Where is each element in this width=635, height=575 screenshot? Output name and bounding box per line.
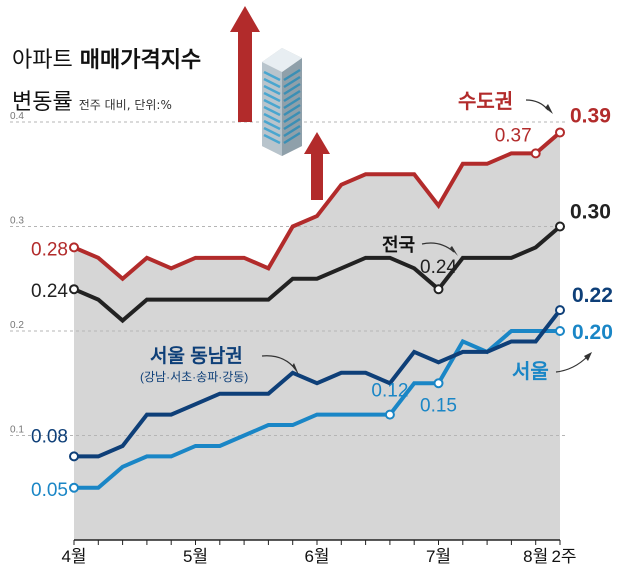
marker-point <box>555 305 565 316</box>
data-label: 0.28 <box>31 239 68 260</box>
building-window-row <box>263 77 281 89</box>
data-label: 0.12 <box>371 381 408 402</box>
building-window-row <box>263 112 281 124</box>
x-tick-label: 7월 <box>426 547 451 566</box>
building-window-row <box>263 105 281 117</box>
building-window-row <box>283 89 301 103</box>
y-tick-label: 0.3 <box>10 216 24 227</box>
building-window-row <box>283 131 301 145</box>
building-illustration <box>230 6 330 200</box>
series-name-capital: 수도권 <box>458 90 513 113</box>
data-label: 0.15 <box>420 395 457 416</box>
series-subname-gangnam: (강남·서초·송파·강동) <box>140 370 248 384</box>
data-label: 0.37 <box>495 125 532 146</box>
building-window-row <box>263 119 281 131</box>
marker-point <box>555 221 565 232</box>
data-label: 0.24 <box>420 257 457 278</box>
data-label: 0.22 <box>572 284 613 307</box>
marker-point <box>69 482 79 493</box>
annotation-arrow-icon <box>555 355 589 373</box>
arrowhead-icon <box>545 104 553 114</box>
arrow-up-icon <box>304 132 330 154</box>
y-tick-label: 0.4 <box>10 111 24 122</box>
x-tick-label: 4월 <box>61 547 86 566</box>
series-line-seoul <box>74 329 560 490</box>
unit-label: 전주 대비, 단위:% <box>78 98 172 112</box>
x-tick-label: 5월 <box>183 547 208 566</box>
building-window-row <box>283 110 301 124</box>
chart-title: 아파트 매매가격지수 <box>12 42 201 74</box>
series-line-national <box>73 224 562 324</box>
building-window-row <box>283 75 301 89</box>
series-name-gangnam: 서울 동남권 <box>150 345 243 367</box>
series-layer <box>73 130 562 490</box>
marker-point <box>530 148 541 159</box>
building-window-row <box>263 98 281 110</box>
area-fill <box>74 132 560 540</box>
marker-point <box>69 284 79 295</box>
arrow-up-icon <box>238 30 252 122</box>
axis-layer: 4월 5월 6월 7월 8월 2주 <box>61 539 577 566</box>
marker-point <box>433 378 444 389</box>
chart-subtitle: 변동률 전주 대비, 단위:% <box>12 84 172 116</box>
building-window-row <box>283 124 301 138</box>
y-tick-label: 0.2 <box>10 320 24 331</box>
series-line-capital <box>73 130 562 282</box>
series-line-gangnam <box>74 308 562 459</box>
data-label: 0.08 <box>31 426 68 447</box>
data-label: 0.39 <box>570 104 611 127</box>
x-tick-label: 8월 <box>523 547 548 566</box>
arrowhead-icon <box>584 352 592 361</box>
building-window-row <box>263 91 281 103</box>
building-roof <box>262 48 302 72</box>
marker-point <box>69 451 79 462</box>
marker-point <box>384 409 395 420</box>
series-name-seoul: 서울 <box>512 360 549 383</box>
building-window-row <box>283 68 301 82</box>
building-right-face <box>282 58 302 156</box>
data-label: 0.30 <box>570 201 611 224</box>
arrowhead-icon <box>450 246 458 256</box>
marker-point <box>555 326 565 336</box>
data-label: 0.20 <box>572 321 613 344</box>
building-window-row <box>263 70 281 82</box>
y-tick-label: 0.1 <box>10 425 24 436</box>
data-label: 0.05 <box>31 480 68 501</box>
building-window-row <box>283 82 301 96</box>
marker-point <box>555 127 565 138</box>
title-prefix: 아파트 <box>12 48 73 73</box>
marker-point <box>69 242 79 253</box>
title-line2: 변동률 <box>12 90 73 115</box>
x-tick-label: 2주 <box>551 547 576 566</box>
building-window-row <box>283 103 301 117</box>
x-tick-label: 6월 <box>304 547 329 566</box>
building-window-row <box>283 96 301 110</box>
arrow-up-icon <box>230 6 260 32</box>
building-window-row <box>263 133 281 145</box>
building-window-row <box>263 126 281 138</box>
arrowhead-icon <box>292 363 299 375</box>
building-window-row <box>283 117 301 131</box>
area-layer <box>74 132 560 540</box>
annotation-arrow-icon <box>525 99 549 111</box>
building-window-row <box>263 84 281 96</box>
arrow-up-icon <box>311 152 323 200</box>
annotation-arrow-icon <box>421 242 455 253</box>
data-label: 0.24 <box>31 281 68 302</box>
label-layer: 0.28 0.37 0.39 0.24 0.24 0.30 0.08 0.22 0.05 0.12… <box>31 90 613 501</box>
title-main: 매매가격지수 <box>79 48 202 73</box>
marker-point <box>433 284 444 295</box>
series-name-national: 전국 <box>382 235 415 255</box>
